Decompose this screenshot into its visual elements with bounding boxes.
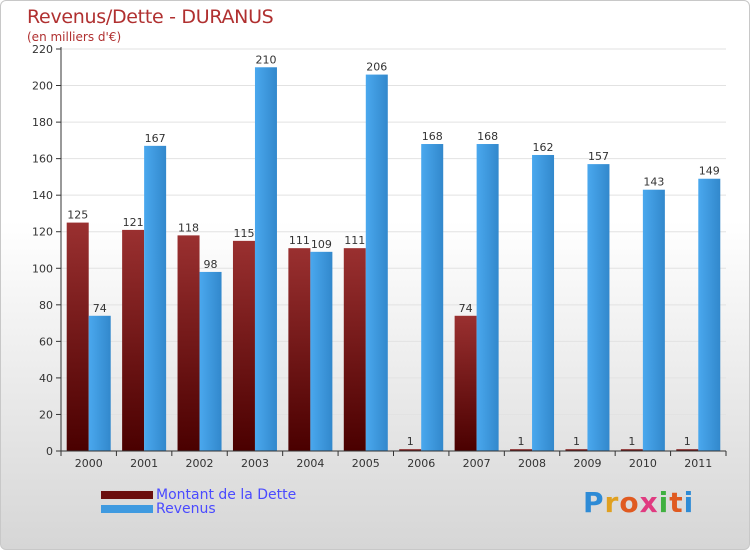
bar-revenus (365, 74, 388, 451)
legend-item-revenus: Revenus (101, 501, 401, 517)
bar-revenus (642, 189, 665, 451)
x-tick-label: 2001 (130, 457, 158, 470)
data-label-revenus: 167 (145, 132, 166, 145)
logo-letter: r (604, 486, 620, 519)
bar-revenus (698, 178, 721, 451)
logo-letter: x (639, 486, 659, 519)
logo-letter: i (683, 486, 695, 519)
data-label-revenus: 206 (366, 61, 387, 74)
x-tick-label: 2011 (684, 457, 712, 470)
bar-revenus (532, 154, 555, 451)
proxiti-logo: Proxiti (583, 489, 694, 517)
legend-swatch-revenus (101, 505, 153, 513)
y-tick-label: 140 (32, 189, 53, 202)
data-label-debt: 1 (573, 435, 580, 448)
bar-revenus (88, 315, 111, 451)
data-label-revenus: 98 (204, 258, 218, 271)
y-tick-label: 0 (46, 445, 53, 458)
chart-subtitle: (en milliers d'€) (27, 30, 122, 44)
data-label-revenus: 143 (643, 176, 664, 189)
data-label-revenus: 162 (533, 141, 554, 154)
x-tick-label: 2000 (75, 457, 103, 470)
legend-label-debt: Montant de la Dette (156, 487, 297, 503)
axis-layer: 0 20 40 60 80 100 120 140 160 180 200 220 2000 2001 20… (32, 43, 727, 470)
bar-debt (232, 240, 255, 451)
bar-debt (399, 449, 422, 451)
bar-debt (676, 449, 699, 451)
legend-label-revenus: Revenus (156, 501, 216, 517)
y-tick-label: 100 (32, 262, 53, 275)
data-label-revenus: 109 (311, 238, 332, 251)
data-label-debt: 1 (407, 435, 414, 448)
data-label-debt: 118 (178, 221, 199, 234)
x-tick-label: 2003 (241, 457, 269, 470)
y-tick-label: 20 (39, 408, 53, 421)
y-tick-label: 160 (32, 153, 53, 166)
logo-letter: t (669, 486, 684, 519)
x-tick-label: 2010 (629, 457, 657, 470)
data-label-revenus: 168 (477, 130, 498, 143)
legend-item-debt: Montant de la Dette (101, 487, 401, 503)
bar-revenus (310, 251, 333, 451)
bars-layer (66, 67, 721, 452)
y-tick-label: 220 (32, 43, 53, 56)
legend-swatch-debt (101, 491, 153, 499)
y-tick-label: 80 (39, 299, 53, 312)
y-tick-label: 180 (32, 116, 53, 129)
data-label-debt: 1 (684, 435, 691, 448)
grid-layer (61, 48, 726, 452)
bar-debt (343, 248, 366, 451)
logo-letter: P (583, 486, 605, 519)
data-label-debt: 1 (518, 435, 525, 448)
y-tick-label: 120 (32, 226, 53, 239)
bar-debt (510, 449, 533, 451)
x-tick-label: 2009 (573, 457, 601, 470)
x-tick-label: 2005 (352, 457, 380, 470)
bar-debt (620, 449, 643, 451)
bar-debt (122, 229, 145, 451)
y-tick-label: 40 (39, 372, 53, 385)
bar-debt (565, 449, 588, 451)
data-label-debt: 115 (233, 227, 254, 240)
data-label-debt: 1 (628, 435, 635, 448)
chart-title: Revenus/Dette - DURANUS (27, 6, 274, 28)
x-tick-label: 2008 (518, 457, 546, 470)
data-label-debt: 74 (459, 302, 473, 315)
y-tick-label: 60 (39, 335, 53, 348)
data-label-revenus: 74 (93, 302, 107, 315)
bar-revenus (199, 271, 222, 451)
data-label-revenus: 168 (422, 130, 443, 143)
bar-revenus (421, 144, 444, 451)
bar-revenus (144, 145, 167, 451)
x-tick-label: 2004 (296, 457, 324, 470)
logo-letter: i (658, 486, 670, 519)
data-label-revenus: 157 (588, 150, 609, 163)
bar-revenus (587, 164, 610, 452)
logo-letter: o (619, 486, 640, 519)
bar-revenus (254, 67, 277, 451)
x-tick-label: 2002 (186, 457, 214, 470)
bar-debt (454, 315, 477, 451)
data-label-revenus: 210 (255, 53, 276, 66)
bar-revenus (476, 144, 499, 451)
data-label-debt: 125 (67, 209, 88, 222)
x-tick-label: 2007 (463, 457, 491, 470)
bar-debt (66, 222, 89, 451)
data-label-debt: 121 (123, 216, 144, 229)
y-tick-label: 200 (32, 80, 53, 93)
data-label-revenus: 149 (699, 165, 720, 178)
bar-debt (288, 248, 311, 451)
x-tick-label: 2006 (407, 457, 435, 470)
data-label-debt: 111 (344, 234, 365, 247)
bar-debt (177, 235, 200, 451)
data-label-debt: 111 (289, 234, 310, 247)
